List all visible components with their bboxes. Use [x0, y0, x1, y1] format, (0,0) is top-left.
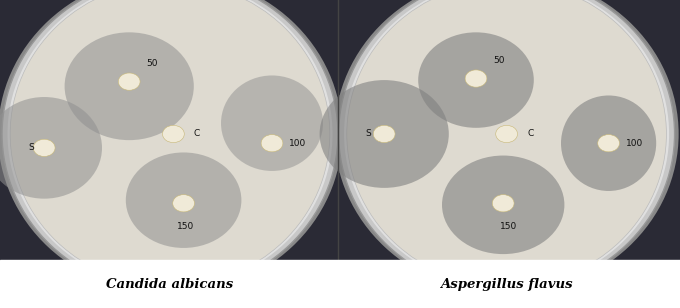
Text: 150: 150: [500, 222, 517, 231]
Ellipse shape: [126, 152, 241, 248]
Ellipse shape: [335, 0, 679, 294]
Text: 50: 50: [146, 59, 158, 68]
Ellipse shape: [261, 135, 283, 152]
Text: 100: 100: [289, 139, 306, 148]
Bar: [0, 260, 680, 308]
Text: 100: 100: [626, 139, 643, 148]
Ellipse shape: [427, 58, 586, 210]
Ellipse shape: [407, 39, 607, 229]
Ellipse shape: [561, 95, 656, 191]
Ellipse shape: [118, 73, 140, 90]
Ellipse shape: [221, 75, 323, 171]
Ellipse shape: [10, 0, 330, 286]
Text: C: C: [194, 129, 200, 139]
Ellipse shape: [598, 135, 619, 152]
Ellipse shape: [70, 39, 270, 229]
Ellipse shape: [347, 0, 666, 286]
Ellipse shape: [163, 125, 184, 143]
Text: S: S: [29, 143, 34, 152]
Ellipse shape: [0, 0, 342, 294]
Ellipse shape: [33, 139, 55, 156]
Ellipse shape: [110, 77, 230, 191]
Ellipse shape: [150, 115, 190, 153]
Ellipse shape: [50, 20, 290, 248]
Ellipse shape: [373, 125, 395, 143]
Ellipse shape: [10, 0, 330, 286]
Ellipse shape: [320, 80, 449, 188]
Ellipse shape: [487, 115, 526, 153]
Text: C: C: [527, 129, 533, 139]
Text: Candida albicans: Candida albicans: [106, 278, 234, 291]
Ellipse shape: [30, 1, 310, 267]
Ellipse shape: [496, 125, 517, 143]
Ellipse shape: [65, 32, 194, 140]
Ellipse shape: [367, 1, 647, 267]
Ellipse shape: [130, 96, 210, 172]
Text: S: S: [365, 129, 371, 139]
Ellipse shape: [0, 97, 102, 199]
Ellipse shape: [344, 0, 669, 288]
Ellipse shape: [7, 0, 333, 288]
Ellipse shape: [173, 195, 194, 212]
Text: 150: 150: [177, 222, 194, 231]
Ellipse shape: [387, 20, 626, 248]
Ellipse shape: [418, 32, 534, 128]
Ellipse shape: [466, 96, 547, 172]
Ellipse shape: [90, 58, 250, 210]
Ellipse shape: [465, 70, 487, 87]
Ellipse shape: [339, 0, 675, 292]
Ellipse shape: [442, 156, 564, 254]
Ellipse shape: [347, 0, 666, 286]
Ellipse shape: [447, 77, 566, 191]
Text: Aspergillus flavus: Aspergillus flavus: [440, 278, 573, 291]
Ellipse shape: [2, 0, 338, 292]
Text: 50: 50: [493, 55, 505, 65]
Ellipse shape: [492, 195, 514, 212]
